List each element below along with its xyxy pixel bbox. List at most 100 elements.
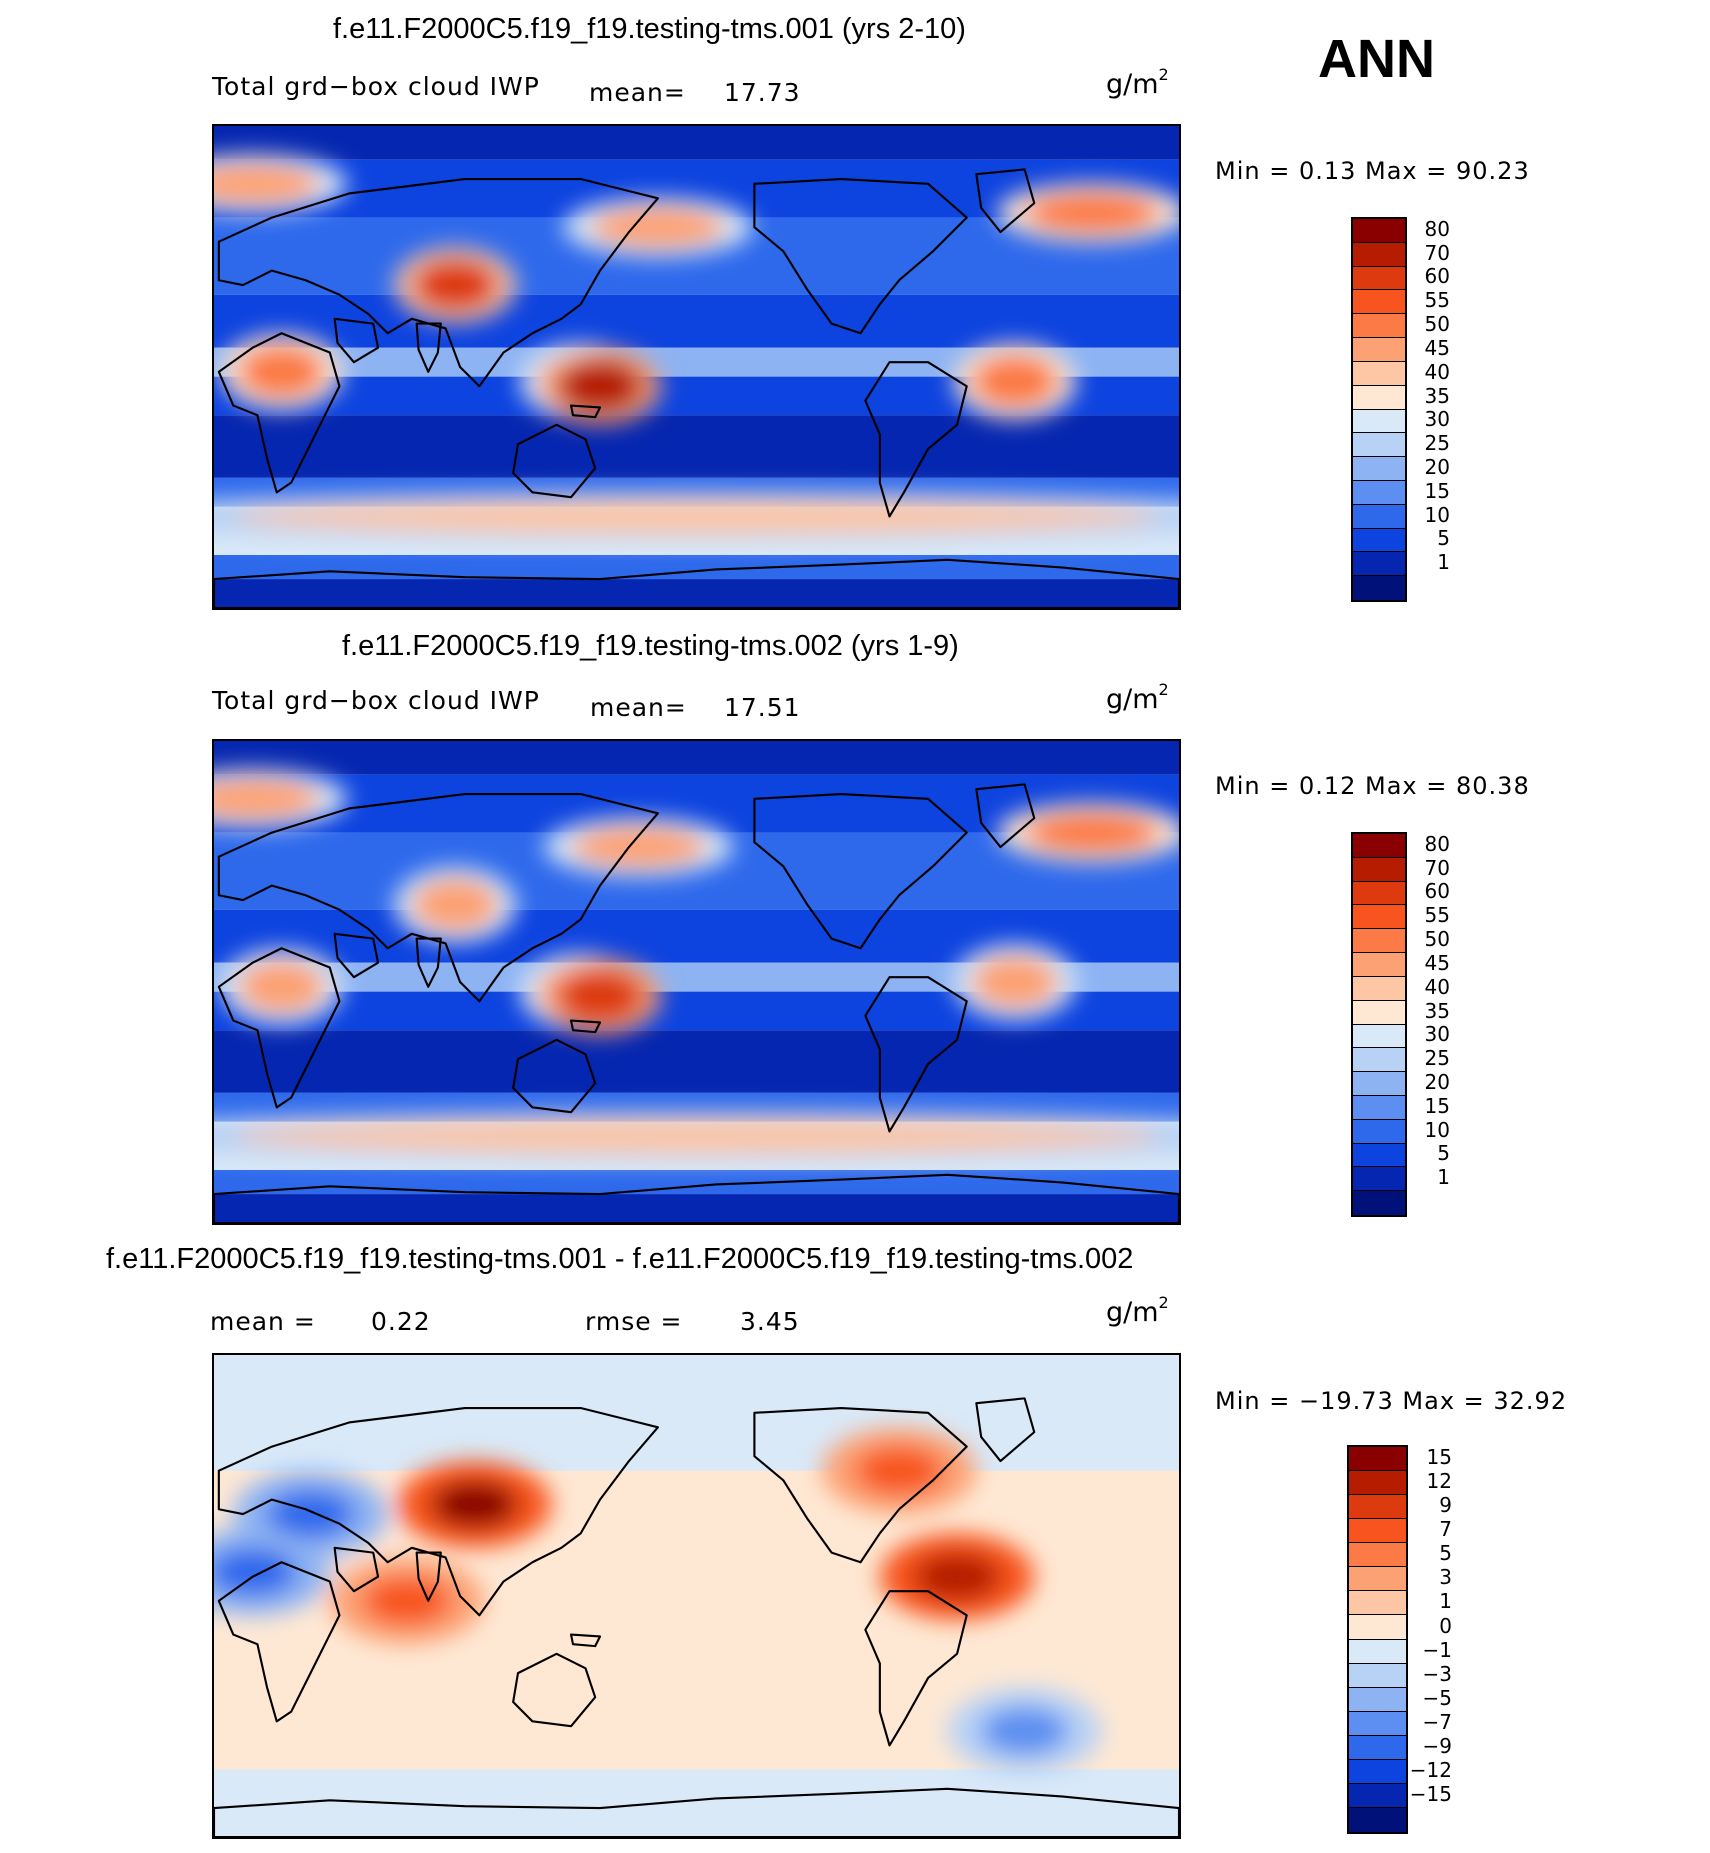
map-canvas (214, 1355, 1179, 1837)
colorbar-box (1353, 881, 1405, 906)
colorbar-label: 35 (1424, 998, 1450, 1023)
central-africa (238, 959, 325, 1014)
colorbar-label: 70 (1424, 855, 1450, 880)
new-guinea (556, 359, 644, 414)
colorbar-box (1349, 1807, 1406, 1832)
colorbar-box (1353, 1191, 1405, 1215)
panel-2-mean-value: 17.51 (724, 693, 801, 722)
panel-2-units: g/m2 (1106, 680, 1169, 715)
colorbar-box (1353, 242, 1405, 267)
colorbar-label: 20 (1424, 1069, 1450, 1094)
colorbar-label: 55 (1424, 903, 1450, 928)
colorbar-box (1353, 552, 1405, 577)
panel-3-rmse-value: 3.45 (740, 1307, 800, 1336)
colorbar-label: 12 (1426, 1469, 1452, 1494)
panel-3-rmse-label: rmse = (585, 1307, 683, 1336)
colorbar-label: 10 (1424, 1117, 1450, 1142)
map-canvas (214, 741, 1179, 1223)
panel-1-variable: Total grd−box cloud IWP (212, 72, 540, 101)
latitude-band (214, 1030, 1179, 1093)
coastline (512, 1652, 597, 1728)
panel-3-mean-label: mean = (210, 1307, 316, 1336)
colorbar-label: 80 (1424, 831, 1450, 856)
colorbar-label: 10 (1424, 502, 1450, 527)
colorbar-box (1353, 576, 1405, 600)
colorbar-box (1353, 385, 1405, 410)
colorbar-label: 20 (1424, 454, 1450, 479)
north-atlantic-storm-track-east (1024, 811, 1160, 854)
latitude-band (214, 126, 1179, 160)
coastline (415, 1551, 442, 1602)
colorbar-box (1353, 433, 1405, 458)
colorbar-box (1349, 1495, 1406, 1520)
colorbar-box (1349, 1783, 1406, 1808)
coastline (415, 322, 442, 373)
coastline (975, 783, 1036, 849)
coastline (569, 404, 602, 419)
colorbar-box (1353, 834, 1405, 858)
colorbar-box (1349, 1615, 1406, 1640)
colorbar-box (1349, 1687, 1406, 1712)
colorbar-box (1353, 976, 1405, 1001)
colorbar-box (1353, 1000, 1405, 1025)
colorbar-box (1349, 1735, 1406, 1760)
north-pacific-storm-track (571, 825, 707, 869)
coastline (217, 332, 341, 494)
colorbar-label: 7 (1439, 1517, 1452, 1542)
colorbar-label: 5 (1439, 1541, 1452, 1566)
colorbar-label: 30 (1424, 1022, 1450, 1047)
colorbar-box (1353, 1167, 1405, 1192)
colorbar-label: 3 (1439, 1565, 1452, 1590)
arctic-band (214, 1355, 1179, 1471)
colorbar-box (1349, 1639, 1406, 1664)
colorbar-label: −1 (1422, 1637, 1452, 1662)
latitude-band (214, 554, 1179, 580)
colorbar-label: 70 (1424, 240, 1450, 265)
panel-2-map (212, 739, 1181, 1225)
coastline (214, 1173, 1179, 1223)
colorbar-box (1349, 1567, 1406, 1592)
colorbar-label: −9 (1422, 1733, 1452, 1758)
colorbar-label: 9 (1439, 1493, 1452, 1518)
colorbar-box (1353, 409, 1405, 434)
colorbar-box (1353, 266, 1405, 291)
colorbar-label: 35 (1424, 383, 1450, 408)
panel-2-mean-label: mean= (590, 693, 687, 722)
north-atlantic-storm-track-east (1024, 191, 1160, 234)
central-america (913, 1552, 1001, 1601)
panel-1-min-max: Min = 0.13 Max = 90.23 (1215, 157, 1530, 185)
coastline (217, 1406, 659, 1617)
north-atlantic-storm-track-west (214, 162, 321, 206)
colorbar-label: −5 (1422, 1685, 1452, 1710)
coastline (415, 937, 442, 988)
colorbar-label: 40 (1424, 359, 1450, 384)
colorbar-label: 30 (1424, 407, 1450, 432)
colorbar-box (1353, 857, 1405, 882)
panel-3-units: g/m2 (1106, 1293, 1169, 1328)
colorbar-label: −15 (1409, 1781, 1452, 1806)
colorbar-box (1349, 1471, 1406, 1496)
coastline (753, 177, 968, 335)
latitude-band (214, 1169, 1179, 1195)
colorbar-box (1353, 504, 1405, 529)
southern-ocean-belt (233, 499, 1160, 534)
coastline (864, 1590, 968, 1747)
panel-2-title: f.e11.F2000C5.f19_f19.testing-tms.002 (y… (342, 630, 959, 662)
colorbar-label: 0 (1439, 1613, 1452, 1638)
colorbar-box (1353, 1095, 1405, 1120)
coastline (217, 947, 341, 1109)
coastline (214, 558, 1179, 608)
coastline (975, 1397, 1036, 1463)
colorbar-label: 15 (1424, 1093, 1450, 1118)
latitude-band (214, 741, 1179, 775)
panel-2-variable: Total grd−box cloud IWP (212, 686, 540, 715)
panel-1-mean-value: 17.73 (724, 78, 801, 107)
colorbar-box (1349, 1447, 1406, 1472)
coastline (753, 792, 968, 950)
panel-3-title: f.e11.F2000C5.f19_f19.testing-tms.001 - … (106, 1243, 1134, 1275)
colorbar-box (1349, 1759, 1406, 1784)
colorbar-label: 5 (1437, 526, 1450, 551)
panel-3-colorbar (1347, 1445, 1408, 1834)
colorbar-box (1353, 361, 1405, 386)
coastline (569, 1633, 602, 1648)
